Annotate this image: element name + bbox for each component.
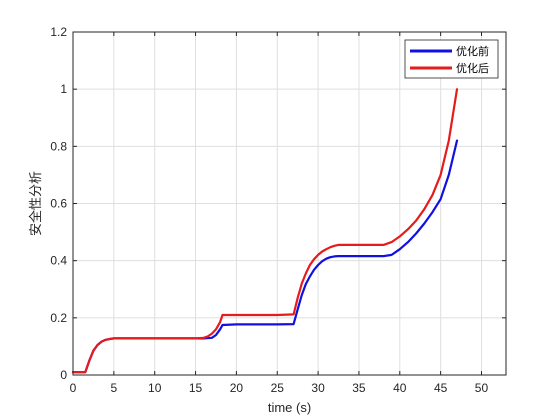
y-tick-label: 0.2 [50,311,67,325]
y-tick-label: 1.2 [50,25,67,39]
x-tick-label: 45 [434,381,448,395]
y-tick-label: 0 [60,368,67,382]
y-tick-label: 1 [60,82,67,96]
x-tick-label: 15 [189,381,203,395]
y-tick-label: 0.6 [50,197,67,211]
legend-label-0: 优化前 [456,44,489,58]
x-tick-label: 40 [393,381,407,395]
x-tick-label: 30 [311,381,325,395]
y-axis-label: 安全性分析 [28,171,43,236]
x-tick-label: 35 [352,381,366,395]
x-tick-label: 50 [475,381,489,395]
x-tick-label: 25 [271,381,285,395]
y-tick-label: 0.4 [50,254,67,268]
legend-box [404,39,499,79]
ticks: 0 5 10 15 20 25 30 35 40 45 50 0 0.2 0.4 0.6 0.8 1 1.2 [50,25,506,395]
series-line-1 [71,88,459,374]
legend-label-1: 优化后 [456,61,489,75]
x-axis-label: time (s) [268,400,311,415]
legend: 优化前 优化后 [404,39,499,79]
series-layer [71,88,459,374]
grid [72,31,506,376]
x-tick-label: 5 [111,381,118,395]
x-tick-label: 0 [70,381,77,395]
x-tick-label: 10 [148,381,162,395]
y-tick-label: 0.8 [50,139,67,153]
x-tick-label: 20 [230,381,244,395]
